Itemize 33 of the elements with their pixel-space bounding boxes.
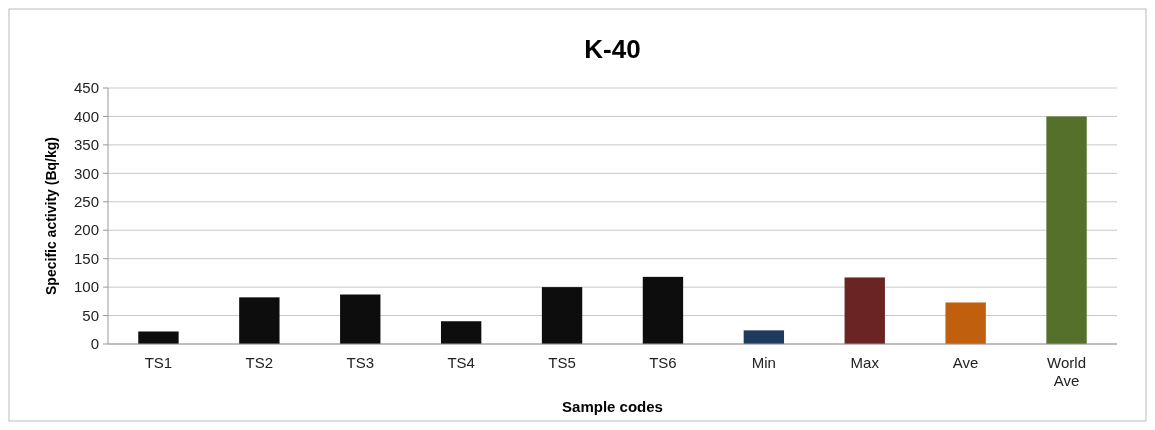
bar	[440, 321, 482, 344]
x-tick-label: Max	[850, 354, 880, 371]
y-tick-label: 100	[73, 278, 99, 296]
x-tick-label: TS4	[447, 354, 475, 371]
bar	[340, 294, 381, 344]
y-tick-label: 300	[73, 164, 99, 182]
y-tick-label: 400	[73, 107, 99, 125]
x-tick-label: Ave	[952, 354, 979, 371]
bar	[1046, 116, 1087, 344]
x-tick-label: Min	[751, 354, 776, 371]
x-tick-label: TS3	[346, 354, 375, 371]
bar	[743, 330, 785, 344]
x-tick-label: TS5	[548, 354, 576, 371]
bar	[239, 297, 280, 344]
y-tick-label: 250	[73, 193, 99, 211]
chart-title: K-40	[584, 34, 641, 64]
x-tick-label: World Ave	[1047, 354, 1086, 389]
x-tick-label: TS6	[649, 354, 677, 371]
y-tick-label: 0	[90, 335, 99, 353]
bar	[541, 287, 583, 344]
y-tick-label: 200	[73, 221, 99, 239]
bar	[844, 277, 885, 344]
y-axis-title: Specific activity (Bq/kg)	[43, 137, 59, 295]
x-tick-label: TS2	[245, 354, 274, 371]
y-tick-label: 350	[73, 136, 99, 154]
bar	[945, 302, 986, 344]
bar	[642, 276, 684, 344]
y-tick-label: 450	[73, 79, 99, 97]
x-tick-label: TS1	[144, 354, 173, 371]
y-tick-label: 150	[73, 249, 99, 267]
y-tick-label: 50	[82, 306, 99, 324]
x-axis-title: Sample codes	[562, 398, 663, 415]
bar	[138, 331, 179, 344]
